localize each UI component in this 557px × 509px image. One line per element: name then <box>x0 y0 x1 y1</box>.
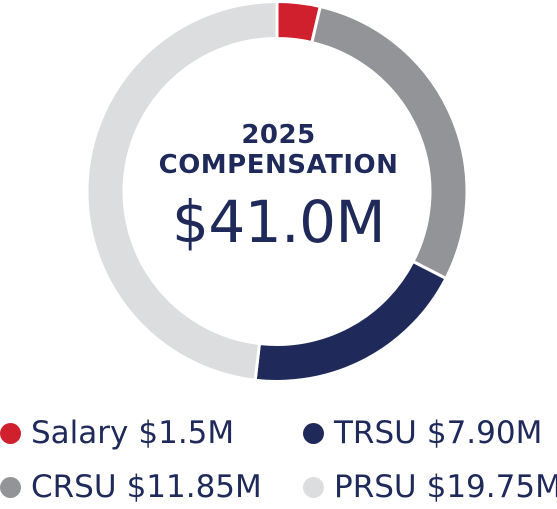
legend-item-prsu: PRSU $19.75M <box>303 467 557 507</box>
chart-total: $41.0M <box>171 188 386 256</box>
legend-dot-crsu <box>0 476 21 498</box>
legend-item-trsu: TRSU $7.90M <box>303 413 542 453</box>
legend-value-crsu: $11.85M <box>126 469 262 505</box>
legend-value-salary: $1.5M <box>138 415 235 451</box>
legend-value-trsu: $7.90M <box>426 415 543 451</box>
legend-dot-salary <box>0 422 21 444</box>
slice-trsu <box>253 259 448 383</box>
slice-prsu <box>85 0 279 382</box>
legend-label-salary: Salary <box>31 415 129 451</box>
legend-label-prsu: PRSU <box>334 469 417 505</box>
legend-label-crsu: CRSU <box>31 469 117 505</box>
chart-label: COMPENSATION <box>158 150 399 180</box>
legend-item-salary: Salary $1.5M <box>0 413 234 453</box>
legend-dot-trsu <box>303 422 324 444</box>
legend-dot-prsu <box>303 476 324 498</box>
legend-value-prsu: $19.75M <box>426 469 557 505</box>
chart-year: 2025 <box>241 120 316 150</box>
legend-label-trsu: TRSU <box>334 415 417 451</box>
donut-chart <box>85 0 469 383</box>
legend-item-crsu: CRSU $11.85M <box>0 467 262 507</box>
